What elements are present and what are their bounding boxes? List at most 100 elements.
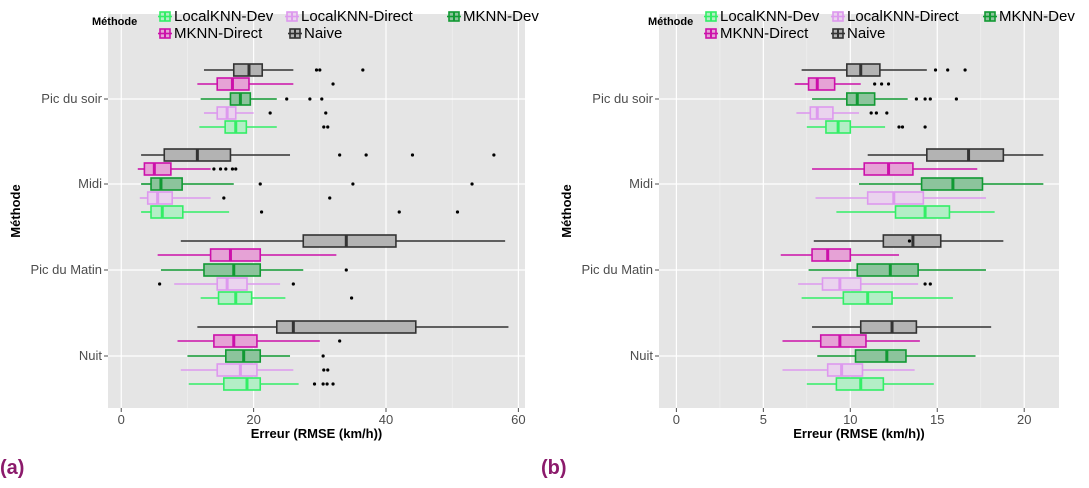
outlier-point — [907, 239, 912, 243]
outlier-point — [954, 97, 958, 101]
box-body — [143, 162, 172, 176]
box-body — [846, 92, 876, 106]
legend-key-naive: Naive — [831, 25, 885, 42]
outlier-point — [325, 382, 329, 386]
legend-label: LocalKNN-Dev — [174, 8, 274, 25]
box-mknn-direct-3 — [177, 334, 342, 348]
outlier-point — [312, 382, 317, 386]
legend-key-localknn-direct: LocalKNN-Direct — [831, 8, 960, 25]
outlier-point — [222, 196, 226, 200]
outlier-point — [326, 125, 330, 129]
outlier-point — [230, 167, 235, 171]
box-localknn-dev-1 — [836, 205, 995, 219]
y-axis-title: Méthode — [559, 184, 574, 237]
outlier-point — [470, 182, 474, 186]
box-body — [854, 349, 907, 363]
outlier-point — [364, 153, 368, 157]
outlier-point — [933, 68, 938, 72]
outlier-point — [320, 97, 324, 101]
box-mknn-direct-2 — [157, 248, 337, 262]
box-body — [302, 234, 397, 248]
outlier-point — [874, 111, 878, 115]
outlier-point — [259, 210, 264, 214]
legend-key-mknn-direct: MKNN-Direct — [158, 25, 263, 42]
box-mknn-dev-2 — [808, 263, 986, 277]
outlier-point — [880, 82, 884, 86]
box-naive-2 — [813, 234, 1004, 248]
box-localknn-dev-0 — [199, 120, 330, 134]
box-body — [150, 205, 184, 219]
x-tick-label: 60 — [511, 412, 525, 427]
legend-title: Méthode — [92, 16, 137, 28]
outlier-point — [331, 82, 335, 86]
outlier-point — [321, 382, 325, 386]
outlier-point — [361, 68, 365, 72]
legend-title: Méthode — [648, 16, 693, 28]
outlier-point — [410, 153, 415, 157]
box-body — [894, 205, 951, 219]
x-tick-label: 20 — [246, 412, 260, 427]
box-localknn-direct-0 — [203, 106, 328, 120]
outlier-point — [869, 111, 873, 115]
x-tick-label: 15 — [930, 412, 944, 427]
outlier-point — [923, 282, 927, 286]
box-body — [216, 363, 258, 377]
panel-1: Pic du soir Midi Pic du Matin Nuit 0 5 10 15 20 E… — [541, 8, 1075, 479]
legend-label: LocalKNN-Dev — [720, 8, 820, 25]
box-naive-0 — [203, 63, 365, 77]
box-mknn-dev-3 — [817, 349, 976, 363]
y-axis-title: Méthode — [8, 184, 23, 237]
outlier-point — [349, 296, 354, 300]
box-naive-2 — [180, 234, 506, 248]
box-body — [866, 191, 925, 205]
x-tick-label: 0 — [118, 412, 125, 427]
box-localknn-direct-0 — [796, 106, 889, 120]
box-mknn-direct-1 — [812, 162, 978, 176]
outlier-point — [158, 282, 162, 286]
y-tick-label: Midi — [629, 176, 653, 191]
outlier-point — [946, 68, 950, 72]
outlier-point — [328, 196, 332, 200]
legend-label: MKNN-Dev — [463, 8, 539, 25]
box-body — [150, 177, 183, 191]
y-tick-label: Nuit — [79, 348, 103, 363]
outlier-point — [923, 125, 927, 129]
panel-label: (a) — [0, 457, 24, 479]
box-body — [809, 106, 834, 120]
outlier-point — [492, 153, 496, 157]
box-localknn-direct-2 — [798, 277, 932, 291]
box-body — [213, 334, 258, 348]
legend-label: MKNN-Direct — [174, 25, 263, 42]
box-mknn-dev-1 — [141, 177, 474, 191]
y-tick-label: Nuit — [630, 348, 654, 363]
box-localknn-dev-2 — [801, 291, 953, 305]
outlier-point — [291, 282, 295, 286]
y-tick-label: Pic du soir — [592, 91, 653, 106]
outlier-point — [928, 97, 932, 101]
legend: Méthode LocalKNN-Dev LocalKNN-Direct MKNN-D… — [648, 8, 1075, 42]
box-body — [826, 363, 864, 377]
outlier-point — [455, 210, 460, 214]
box-mknn-dev-1 — [859, 177, 1044, 191]
legend-key-localknn-dev: LocalKNN-Dev — [704, 8, 820, 25]
outlier-point — [318, 68, 322, 72]
legend-key-mknn-dev: MKNN-Dev — [983, 8, 1075, 25]
x-tick-label: 20 — [1017, 412, 1031, 427]
legend-label: MKNN-Dev — [999, 8, 1075, 25]
box-localknn-direct-3 — [180, 363, 330, 377]
legend-label: Naive — [304, 25, 342, 42]
outlier-point — [218, 167, 223, 171]
outlier-point — [285, 97, 289, 101]
panel-label: (b) — [541, 457, 567, 479]
outlier-point — [344, 268, 348, 272]
box-localknn-direct-2 — [158, 277, 295, 291]
box-mknn-direct-0 — [197, 77, 335, 91]
outlier-point — [314, 68, 319, 72]
outlier-point — [923, 97, 927, 101]
y-tick-label: Pic du Matin — [30, 262, 102, 277]
box-body — [146, 191, 174, 205]
box-naive-0 — [801, 63, 967, 77]
outlier-point — [322, 368, 326, 372]
legend-label: LocalKNN-Direct — [301, 8, 414, 25]
outlier-point — [224, 167, 228, 171]
